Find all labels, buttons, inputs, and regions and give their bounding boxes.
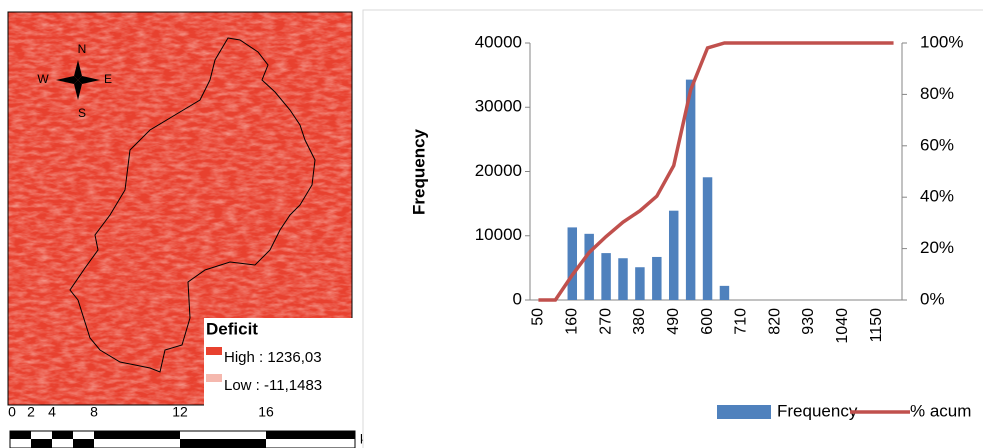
- legend-low: Low : -11,1483: [224, 377, 322, 394]
- bar: [703, 177, 712, 300]
- y2-tick-label: 20%: [920, 238, 954, 257]
- low-swatch: [206, 374, 222, 382]
- compass-e: E: [104, 72, 112, 86]
- scale-label: 4: [48, 404, 56, 420]
- legend-label: % acum: [910, 401, 971, 420]
- y-tick-label: 10000: [475, 225, 522, 244]
- bar: [720, 286, 729, 300]
- y-tick-label: 30000: [475, 97, 522, 116]
- bar: [635, 267, 644, 300]
- y-tick-label: 20000: [475, 161, 522, 180]
- bar: [618, 258, 627, 300]
- x-tick-label: 930: [800, 308, 817, 335]
- y2-tick-label: 80%: [920, 84, 954, 103]
- compass-w: W: [37, 72, 49, 86]
- high-swatch: [206, 347, 222, 355]
- x-tick-label: 380: [631, 308, 648, 335]
- y2-tick-label: 100%: [920, 32, 963, 51]
- bar: [669, 211, 678, 300]
- y2-tick-label: 0%: [920, 289, 945, 308]
- x-tick-label: 600: [699, 308, 716, 335]
- x-tick-label: 1040: [834, 308, 851, 344]
- scale-label: 12: [172, 404, 188, 420]
- x-tick-label: 820: [766, 308, 783, 335]
- x-tick-label: 710: [733, 308, 750, 335]
- y2-tick-label: 40%: [920, 187, 954, 206]
- page: {"map": {"north": "N", "south": "S", "ea…: [0, 0, 983, 448]
- legend-swatch: [717, 405, 771, 419]
- scale-bar: [10, 431, 355, 448]
- scale-label: 2: [27, 404, 35, 420]
- y-axis-title: Frequency: [409, 128, 428, 215]
- bar: [652, 257, 661, 300]
- legend-high: High : 1236,03: [224, 349, 322, 366]
- scale-label: 16: [258, 404, 274, 420]
- x-tick-label: 490: [665, 308, 682, 335]
- compass-n: N: [78, 42, 87, 56]
- bar: [568, 227, 577, 300]
- y-tick-label: 40000: [475, 32, 522, 51]
- scale-label: 0: [8, 404, 16, 420]
- bar: [584, 234, 593, 300]
- scale-label: 8: [90, 404, 98, 420]
- x-tick-label: 1150: [868, 308, 885, 343]
- x-tick-label: 270: [597, 308, 614, 335]
- legend-label: Frequency: [777, 401, 858, 420]
- figure: N S E W Deficit High : 1236,03 Low : -11…: [0, 0, 983, 448]
- compass-s: S: [78, 106, 86, 120]
- bar: [601, 253, 610, 300]
- legend-title: Deficit: [206, 319, 258, 338]
- y-tick-label: 0: [513, 289, 522, 308]
- x-tick-label: 160: [563, 308, 580, 335]
- y2-tick-label: 60%: [920, 135, 954, 154]
- x-tick-label: 50: [530, 308, 547, 326]
